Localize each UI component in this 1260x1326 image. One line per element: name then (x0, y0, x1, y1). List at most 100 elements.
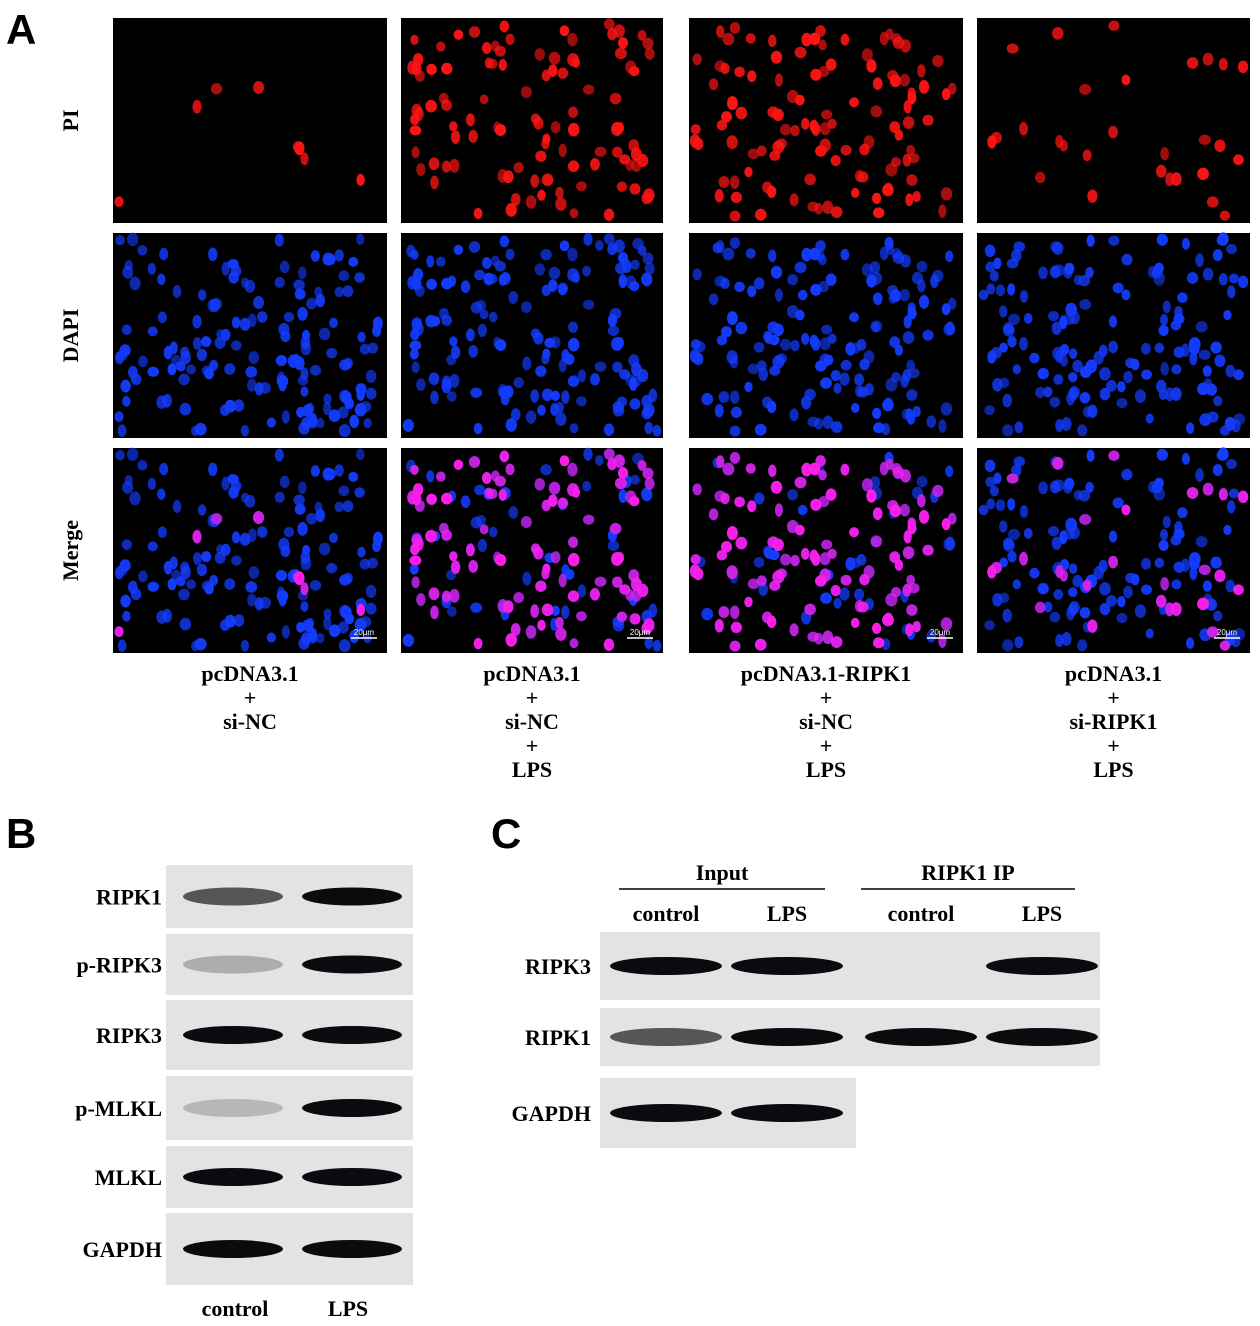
nucleus (641, 487, 653, 502)
nucleus (191, 425, 200, 437)
blot-band (986, 957, 1098, 975)
nucleus-pi (1165, 602, 1175, 617)
nucleus (892, 251, 905, 264)
nucleus (298, 421, 310, 435)
nucleus (329, 532, 338, 544)
nucleus (607, 540, 620, 551)
nucleus (122, 610, 131, 622)
nucleus (1202, 580, 1212, 592)
nucleus (1195, 253, 1204, 268)
nucleus (253, 296, 265, 310)
nucleus (157, 526, 167, 539)
nucleus-pi (541, 603, 554, 617)
nucleus-pi (818, 469, 827, 481)
nucleus (298, 266, 307, 280)
nucleus (180, 565, 191, 580)
nucleus (641, 407, 653, 420)
nucleus (147, 326, 158, 337)
nucleus-pi (414, 107, 424, 121)
nucleus (446, 354, 456, 366)
nucleus-pi (513, 162, 524, 174)
nucleus (157, 488, 166, 500)
nucleus-pi (917, 64, 926, 78)
nucleus (901, 408, 911, 420)
nucleus (1063, 528, 1075, 540)
nucleus-pi (903, 100, 912, 114)
nucleus (1199, 413, 1212, 427)
blot-band (731, 1104, 843, 1122)
nucleus (198, 289, 207, 301)
nucleus (115, 450, 125, 461)
nucleus (582, 299, 595, 310)
nucleus (1195, 535, 1208, 548)
nucleus (1099, 582, 1111, 596)
nucleus (1007, 550, 1017, 563)
blot-label: RIPK3 (525, 954, 591, 979)
nucleus (945, 250, 954, 263)
nucleus (986, 498, 996, 510)
nucleus-pi (441, 492, 453, 505)
nucleus (1228, 273, 1240, 284)
nucleus (1077, 424, 1088, 437)
nucleus (525, 410, 537, 424)
nucleus-pi (582, 514, 595, 525)
nucleus (1108, 340, 1119, 354)
nucleus (308, 412, 318, 427)
nucleus (1065, 302, 1078, 317)
nucleus (137, 245, 148, 256)
nucleus-pi (572, 487, 581, 498)
nucleus (178, 373, 190, 386)
nucleus (342, 285, 354, 298)
nucleus (186, 579, 197, 590)
nucleus (274, 448, 284, 462)
nucleus (1012, 364, 1021, 375)
nucleus-pi (850, 617, 860, 628)
nucleus-pi (990, 561, 1002, 574)
nucleus (1181, 237, 1190, 250)
nucleus (1011, 249, 1022, 262)
nucleus (797, 289, 808, 301)
nucleus-pi (906, 604, 918, 616)
nucleus (1098, 344, 1108, 358)
nucleus (409, 340, 422, 351)
nucleus (535, 365, 547, 377)
nucleus (1225, 364, 1236, 378)
nucleus (1165, 387, 1175, 402)
nucleus (912, 405, 921, 418)
nucleus (453, 244, 464, 255)
nucleus-pi (730, 191, 742, 203)
nucleus (1049, 396, 1061, 408)
nucleus (558, 284, 568, 296)
nucleus (224, 363, 236, 375)
nucleus-pi (465, 113, 475, 127)
nucleus-pi (990, 131, 1002, 144)
nucleus (231, 531, 241, 544)
nucleus (192, 552, 202, 565)
nucleus (323, 253, 336, 266)
nucleus (198, 504, 207, 516)
nucleus-pi (940, 187, 953, 201)
nucleus-pi (410, 464, 419, 475)
nucleus (488, 526, 498, 538)
nucleus (1003, 322, 1014, 335)
lane-label: LPS (1022, 901, 1062, 926)
nucleus (595, 240, 604, 251)
nucleus (561, 390, 570, 404)
nucleus-pi (690, 554, 701, 565)
nucleus-pi (425, 529, 438, 543)
nucleus (300, 341, 312, 356)
nucleus (441, 379, 452, 394)
nucleus (365, 602, 377, 615)
nucleus (334, 464, 344, 477)
nucleus (209, 359, 219, 371)
nucleus-pi (1160, 146, 1170, 161)
nucleus (729, 425, 741, 437)
nucleus (1068, 563, 1078, 574)
nucleus (239, 317, 251, 331)
nucleus (468, 241, 481, 253)
nucleus (787, 274, 799, 286)
nucleus (908, 368, 920, 379)
nucleus (359, 616, 372, 628)
nucleus (830, 369, 841, 382)
nucleus (881, 423, 891, 436)
